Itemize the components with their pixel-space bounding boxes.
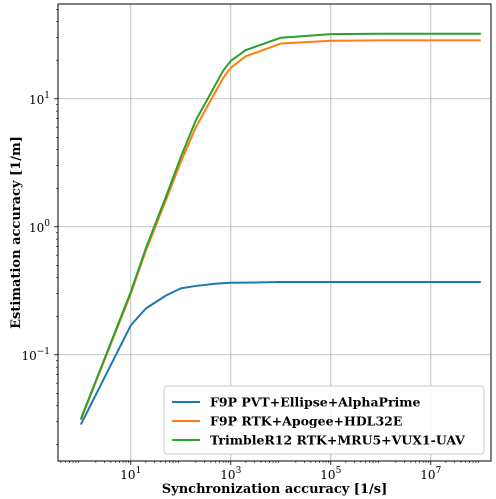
x-tick-label: 103 <box>220 466 241 482</box>
series-layer <box>79 32 481 426</box>
series-line-2 <box>79 39 481 421</box>
x-axis-label: Synchronization accuracy [1/s] <box>162 482 387 497</box>
x-tick-label: 101 <box>120 466 141 482</box>
ticks: 101 103 105 107 10−1 100 101 <box>21 8 479 482</box>
legend-box <box>163 385 485 455</box>
y-tick-label: 101 <box>29 91 50 107</box>
x-tick-label: 107 <box>420 466 441 482</box>
legend-label-2: F9P RTK+Apogee+HDL32E <box>210 414 402 429</box>
grid <box>58 4 491 461</box>
x-tick-label: 105 <box>320 466 341 482</box>
legend-label-3: TrimbleR12 RTK+MRU5+VUX1-UAV <box>210 433 465 448</box>
y-tick-label: 10−1 <box>21 347 50 363</box>
legend-label-1: F9P PVT+Ellipse+AlphaPrime <box>210 395 421 410</box>
y-axis-label: Estimation accuracy [1/m] <box>9 136 24 329</box>
series-line-1 <box>79 281 481 426</box>
y-tick-label: 100 <box>29 219 50 235</box>
series-line-3 <box>79 32 481 420</box>
legend: F9P PVT+Ellipse+AlphaPrime F9P RTK+Apogee… <box>163 385 485 455</box>
